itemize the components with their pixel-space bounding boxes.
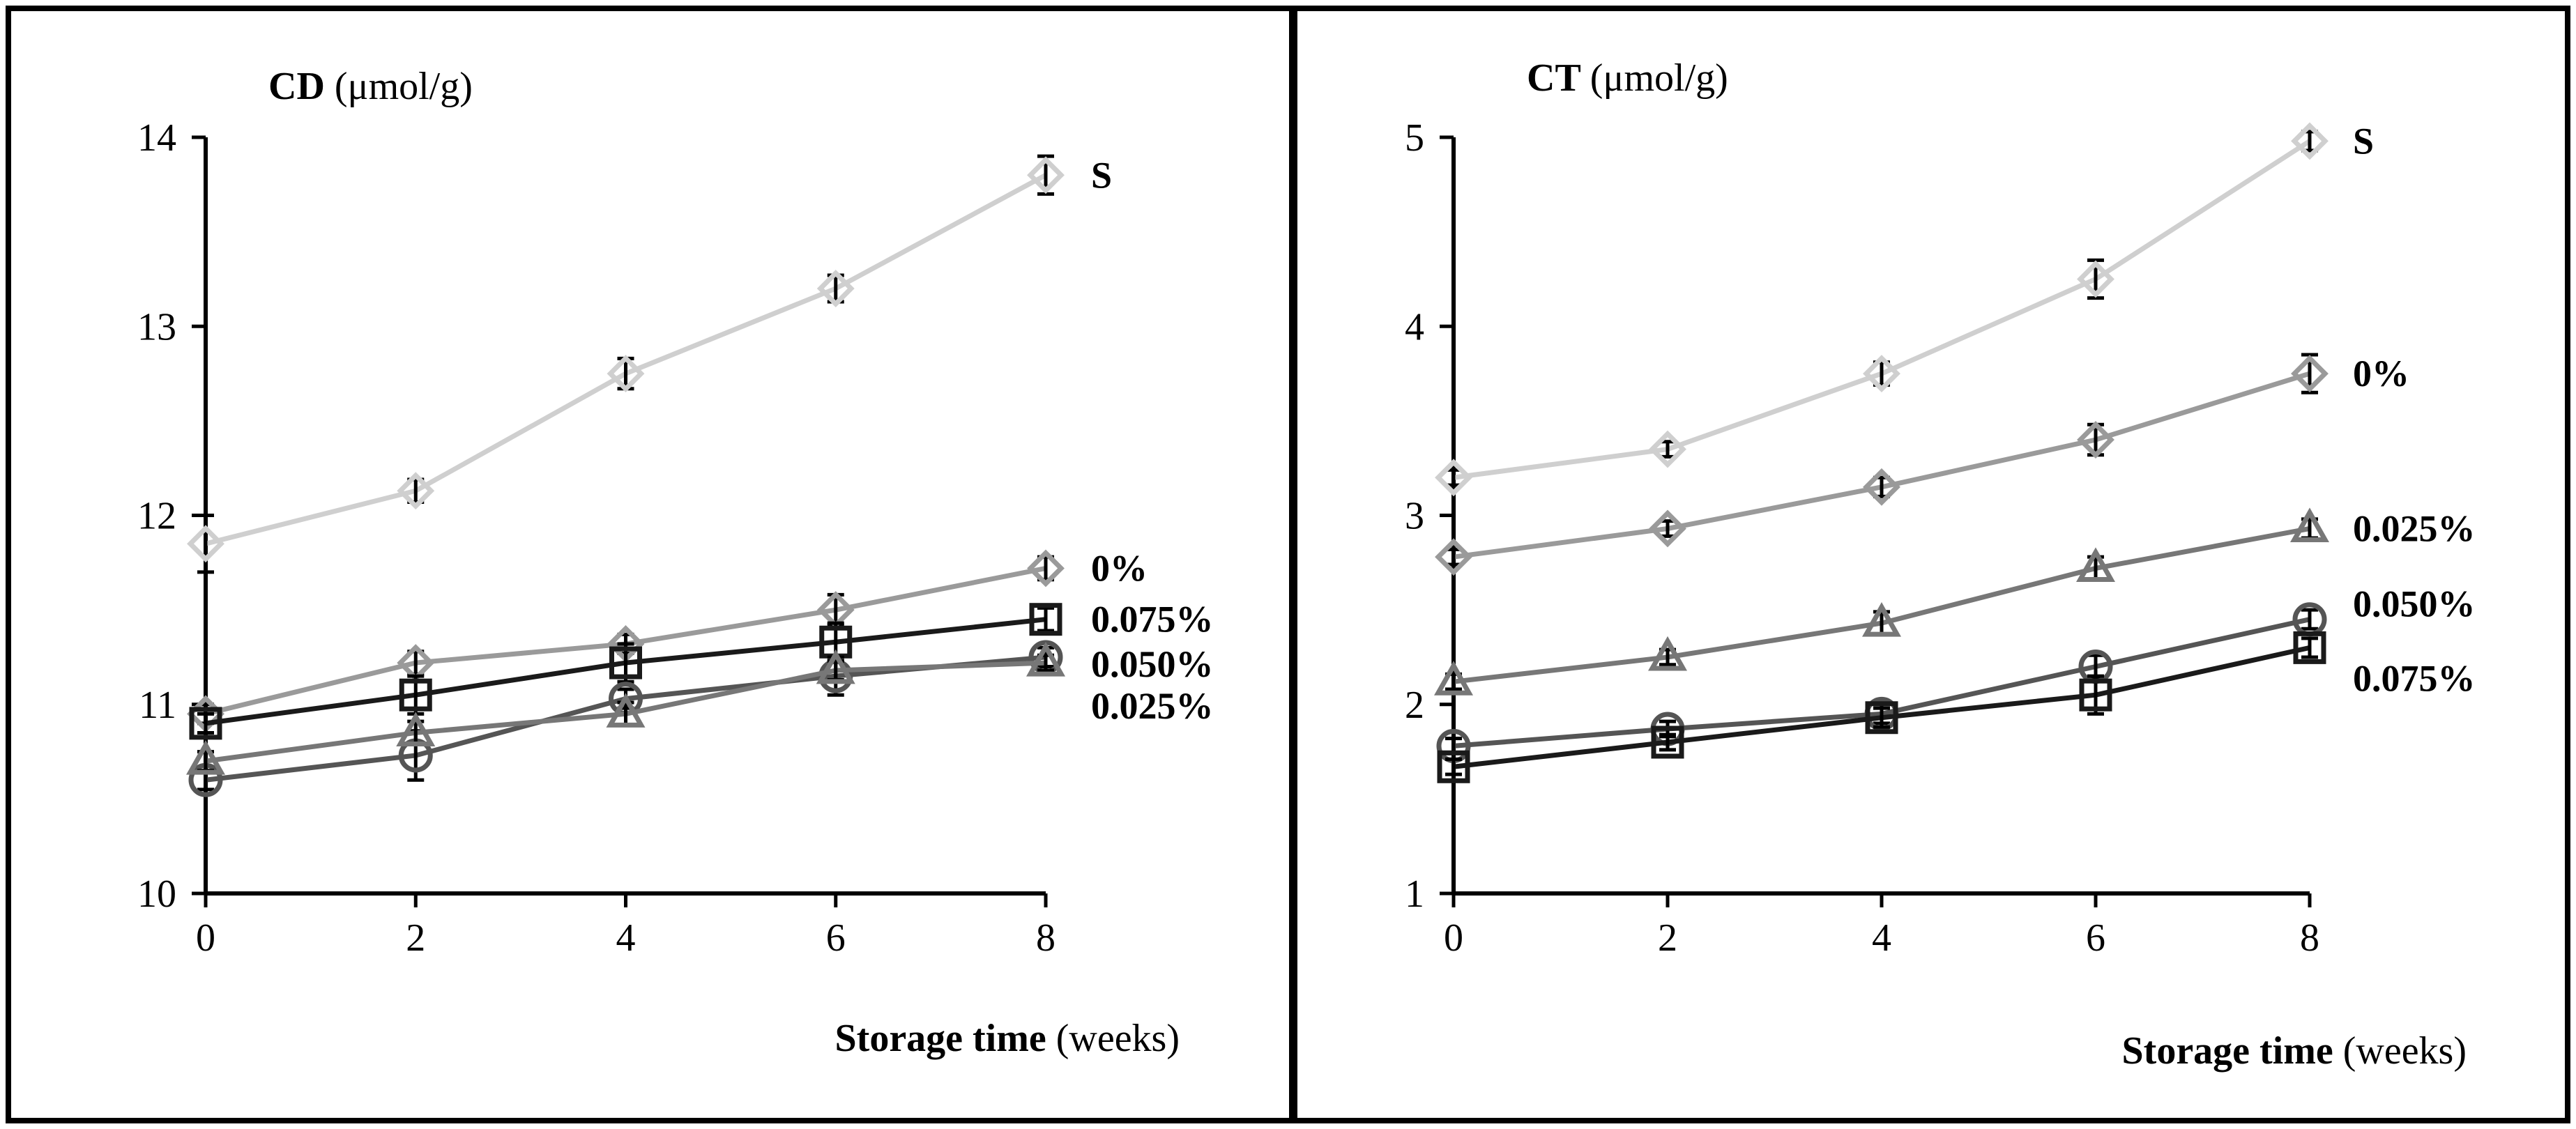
chart-panel-ct: CT (μmol/g) Storage time (weeks) 1 2 3 4 5 0 2… [1405,56,2476,1073]
data-point-diamond [397,472,435,510]
y-tick-label: 3 [1405,495,1424,538]
series-cd-0-050pct: 0.050% [188,640,1214,797]
series-label-0-075pct: 0.075% [2353,657,2476,699]
data-point-square [609,646,642,679]
x-axis-label-cd-bold: Storage time [835,1017,1046,1060]
data-point-triangle [1862,601,1901,637]
x-tick-label: 8 [1036,916,1055,960]
series-label-0-075pct: 0.075% [1091,599,1214,640]
data-point-diamond [1435,538,1472,576]
data-point-diamond [1649,509,1686,548]
chart-title-cd-bold: CD [268,65,335,108]
data-point-square [1029,603,1062,636]
y-tick-label: 1 [1405,873,1424,916]
data-point-diamond [607,355,645,393]
chart-title-ct: CT (μmol/g) [1527,56,1728,100]
x-tick-label: 6 [826,916,846,960]
x-axis-label-cd: Storage time (weeks) [835,1017,1180,1060]
data-point-square [399,678,432,712]
series-label-0pct: 0% [1091,547,1148,589]
series-ct-0-025pct: 0.025% [1434,507,2476,696]
chart-title-cd: CD (μmol/g) [268,65,473,108]
data-point-triangle [2076,547,2115,582]
data-point-diamond [1649,430,1686,468]
data-point-triangle [1648,636,1687,671]
figure-frame [6,6,2570,1123]
chart-title-cd-unit: (μmol/g) [335,65,473,108]
data-point-diamond [187,525,224,563]
series-cd-0-025pct: 0.025% [186,641,1214,775]
data-point-diamond [1027,156,1065,194]
plot-area-cd: 10 11 12 13 14 0 2 4 6 8 S 0% 0.075%0.050%0.025% [137,116,1214,960]
data-point-diamond [1027,549,1065,587]
chart-title-ct-unit: (μmol/g) [1590,56,1728,100]
x-axis-label-ct: Storage time (weeks) [2122,1029,2467,1073]
data-point-diamond [1863,468,1900,506]
chart-title-ct-bold: CT [1527,56,1590,100]
data-point-triangle [1434,661,1473,696]
x-axis-label-cd-unit: (weeks) [1046,1017,1180,1060]
data-point-square [1651,725,1684,759]
data-point-diamond [1863,355,1900,393]
data-point-triangle [606,693,646,728]
y-tick-label: 12 [137,495,176,538]
series-ct-0pct: 0% [1435,353,2409,576]
x-axis-label-ct-unit: (weeks) [2333,1029,2467,1073]
data-point-diamond [816,270,855,307]
series-label-0-025pct: 0.025% [1091,685,1214,727]
y-tick-label: 4 [1405,305,1424,348]
x-tick-label: 8 [2300,916,2319,960]
series-line [1453,139,2311,480]
series-label-0-050pct: 0.050% [1091,643,1214,685]
data-point-square [2079,678,2112,712]
y-tick-label: 2 [1405,684,1424,727]
chart-panel-cd: CD (μmol/g) Storage time (weeks) 1011121… [137,65,1214,1060]
y-tick-label: 10 [137,873,176,916]
series-label-0-050pct: 0.050% [2353,583,2476,625]
y-tick-label: 11 [139,684,176,727]
data-point-square [2293,631,2326,664]
data-point-triangle [186,740,225,775]
x-axis-label-ct-bold: Storage time [2122,1029,2333,1073]
series-cd-0-075pct: 0.075% [189,599,1214,740]
data-point-diamond [2077,260,2114,298]
x-tick-label: 6 [2086,916,2105,960]
series-ct-s: S [1435,120,2374,497]
series-cd-0pct: 0% [187,547,1148,733]
data-point-square [1437,750,1470,783]
data-point-diamond [2291,355,2329,393]
data-point-triangle [816,649,855,684]
series-cd-s: S [187,154,1112,574]
data-point-square [1865,701,1898,735]
data-point-diamond [2077,421,2114,459]
plot-area-ct: 1 2 3 4 5 0 2 4 6 8 S 0% 0.025% 0.050% 0.075% [1405,116,2476,960]
y-tick-label: 13 [137,305,176,348]
x-tick-label: 0 [196,916,215,960]
y-tick-label: 14 [137,116,176,160]
data-point-triangle [1026,641,1065,677]
x-tick-label: 2 [406,916,425,960]
x-tick-label: 4 [1872,916,1891,960]
x-tick-label: 4 [616,916,636,960]
series-label-0-025pct: 0.025% [2353,507,2476,549]
data-point-triangle [396,712,436,746]
x-tick-label: 2 [1658,916,1677,960]
series-line [1453,371,2311,560]
series-ct-0-050pct: 0.050% [1436,583,2476,763]
series-label-0pct: 0% [2353,353,2409,394]
data-point-diamond [1435,459,1472,497]
data-point-triangle [2290,507,2329,542]
series-label-s: S [2353,120,2374,162]
x-tick-label: 0 [1444,916,1463,960]
y-tick-label: 5 [1405,116,1424,160]
data-point-square [189,707,222,740]
series-ct-0-075pct: 0.075% [1437,631,2476,783]
data-point-diamond [2291,122,2329,160]
series-label-s: S [1091,154,1112,196]
